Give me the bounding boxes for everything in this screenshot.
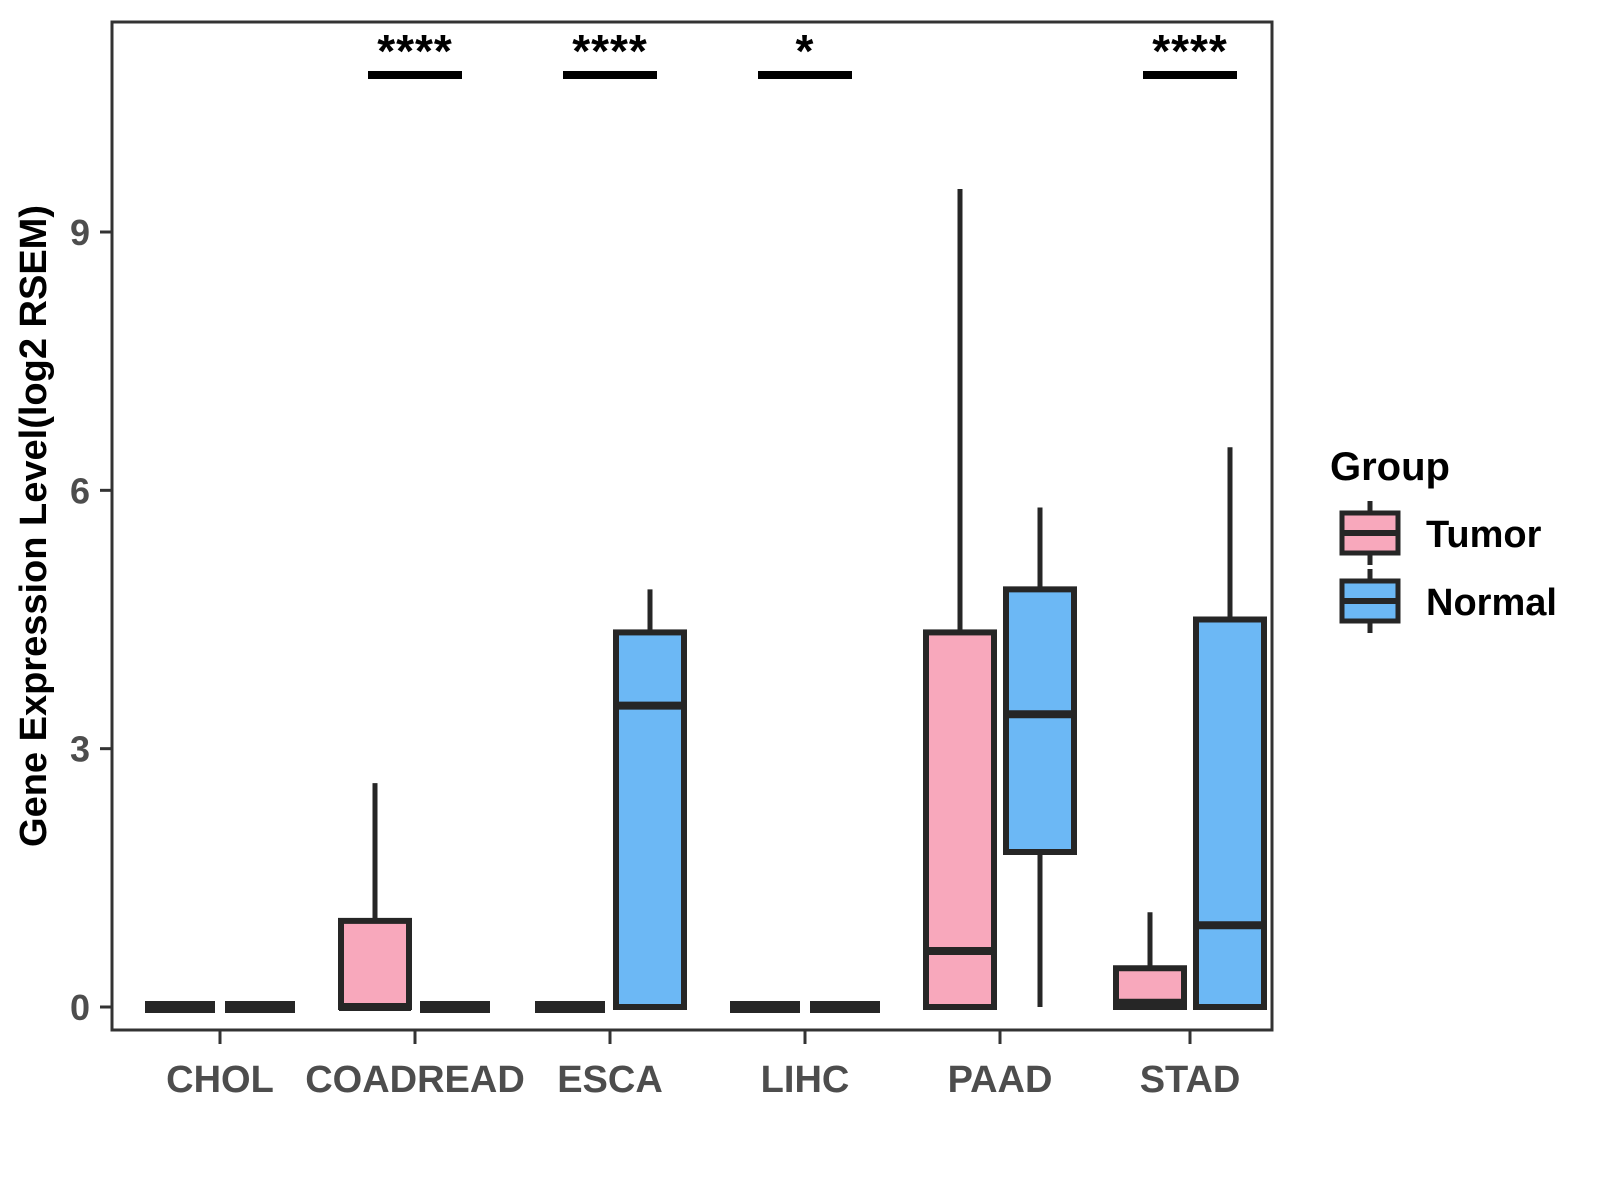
box-flat bbox=[730, 1001, 800, 1013]
boxplot-tumor-paad bbox=[923, 188, 997, 1011]
boxplot-normal-esca bbox=[613, 589, 687, 1011]
x-axis-ticks: CHOL COADREAD ESCA LIHC PAAD STAD bbox=[166, 1030, 1240, 1101]
y-axis-ticks: 0 3 6 9 bbox=[70, 212, 112, 1028]
significance-annotations: **** **** * **** bbox=[368, 25, 1237, 79]
box-body bbox=[923, 629, 997, 1011]
box-flat bbox=[225, 1001, 295, 1013]
boxplot-normal-lihc bbox=[810, 1001, 880, 1013]
box-body bbox=[338, 917, 412, 1011]
legend-label: Tumor bbox=[1426, 514, 1542, 556]
box-flat bbox=[810, 1001, 880, 1013]
boxplot-tumor-lihc bbox=[730, 1001, 800, 1013]
significance-label: * bbox=[796, 25, 815, 77]
significance-stad: **** bbox=[1143, 25, 1237, 79]
legend-label: Normal bbox=[1426, 582, 1557, 624]
legend-title: Group bbox=[1330, 445, 1450, 489]
plot-panel bbox=[110, 20, 1274, 1032]
y-tick-label: 0 bbox=[70, 987, 90, 1028]
box-body bbox=[1193, 616, 1267, 1010]
box-body bbox=[613, 629, 687, 1011]
legend-item-normal[interactable]: Normal bbox=[1339, 569, 1557, 633]
y-tick-label: 3 bbox=[70, 729, 90, 770]
boxplot-normal-stad bbox=[1193, 447, 1267, 1010]
y-axis-title: Gene Expression Level(log2 RSEM) bbox=[13, 205, 55, 847]
significance-label: **** bbox=[1152, 25, 1228, 77]
box-flat bbox=[145, 1001, 215, 1013]
x-tick-label-chol: CHOL bbox=[166, 1059, 274, 1101]
box-body bbox=[1003, 586, 1077, 855]
boxplot-normal-paad bbox=[1003, 507, 1077, 1007]
boxplot-boxes bbox=[145, 188, 1267, 1013]
x-tick-label-paad: PAAD bbox=[948, 1059, 1053, 1101]
x-tick-label-esca: ESCA bbox=[557, 1059, 663, 1101]
significance-esca: **** bbox=[563, 25, 657, 79]
y-tick-label: 6 bbox=[70, 470, 90, 511]
boxplot-normal-coadread bbox=[420, 1001, 490, 1013]
x-tick-label-stad: STAD bbox=[1140, 1059, 1241, 1101]
boxplot-tumor-esca bbox=[535, 1001, 605, 1013]
significance-lihc: * bbox=[758, 25, 852, 79]
x-tick-label-lihc: LIHC bbox=[761, 1059, 850, 1101]
box-flat bbox=[535, 1001, 605, 1013]
boxplot-tumor-coadread bbox=[338, 783, 412, 1011]
boxplot-tumor-chol bbox=[145, 1001, 215, 1013]
boxplot-normal-chol bbox=[225, 1001, 295, 1013]
legend-item-tumor[interactable]: Tumor bbox=[1339, 501, 1542, 565]
significance-coadread: **** bbox=[368, 25, 462, 79]
legend: Group Tumor Normal bbox=[1330, 445, 1557, 633]
y-tick-label: 9 bbox=[70, 212, 90, 253]
boxplot-tumor-stad bbox=[1113, 912, 1187, 1010]
significance-label: **** bbox=[572, 25, 648, 77]
box-flat bbox=[420, 1001, 490, 1013]
significance-label: **** bbox=[377, 25, 453, 77]
x-tick-label-coadread: COADREAD bbox=[305, 1059, 525, 1101]
